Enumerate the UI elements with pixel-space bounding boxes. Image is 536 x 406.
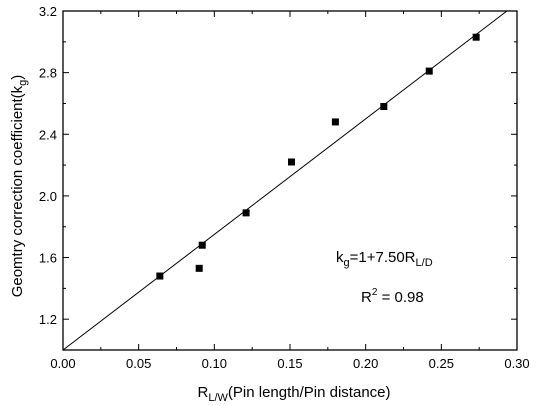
y-axis-label: Geomtry correction coefficient(kg) <box>9 75 29 298</box>
data-point <box>195 264 203 272</box>
data-point <box>380 103 388 111</box>
x-tick-label: 0.30 <box>504 356 529 371</box>
fit-line <box>62 10 508 351</box>
data-point <box>288 158 296 166</box>
data-point <box>242 209 250 217</box>
equation-r-sub: L/D <box>416 257 433 269</box>
y-tick-label: 2.8 <box>39 66 57 81</box>
plot-frame <box>62 10 518 351</box>
x-axis-label-sub: L/W <box>208 392 228 404</box>
y-tick-label: 2.0 <box>39 189 57 204</box>
y-tick-label: 3.2 <box>39 4 57 19</box>
r-squared-value: = 0.98 <box>377 289 423 306</box>
x-tick-label: 0.15 <box>277 356 302 371</box>
y-tick-label: 1.2 <box>39 312 57 327</box>
equation-k: k <box>336 249 344 266</box>
r-squared: R2 = 0.98 <box>361 287 424 306</box>
data-point <box>198 241 206 249</box>
equation-rest: =1+7.50R <box>350 249 416 266</box>
y-axis-label-main: Geomtry correction coefficient(k <box>9 85 26 297</box>
y-axis-label-end: ) <box>9 75 26 80</box>
y-tick-label: 1.6 <box>39 251 57 266</box>
data-points <box>156 33 480 280</box>
y-tick-label: 2.4 <box>39 127 57 142</box>
ticks: 0.00 0.05 0.10 0.15 0.20 0.25 0.30 1.2 1.6 2.0 2.4… <box>39 4 530 371</box>
x-axis-label-main: R <box>198 384 209 401</box>
data-point <box>472 33 480 41</box>
data-point <box>425 67 433 75</box>
y-axis-label-sub: g <box>17 80 29 86</box>
x-tick-label: 0.20 <box>353 356 378 371</box>
data-point <box>331 118 339 126</box>
fit-equation: kg=1+7.50RL/D <box>336 249 433 269</box>
x-axis-label-rest: (Pin length/Pin distance) <box>228 384 391 401</box>
x-tick-label: 0.25 <box>429 356 454 371</box>
x-axis-label: RL/W(Pin length/Pin distance) <box>198 384 391 404</box>
r-squared-sup: 2 <box>372 287 378 298</box>
x-tick-label: 0.05 <box>126 356 151 371</box>
x-tick-label: 0.10 <box>202 356 227 371</box>
equation-k-sub: g <box>344 257 350 269</box>
r-squared-r: R <box>361 289 372 306</box>
x-tick-label: 0.00 <box>50 356 75 371</box>
